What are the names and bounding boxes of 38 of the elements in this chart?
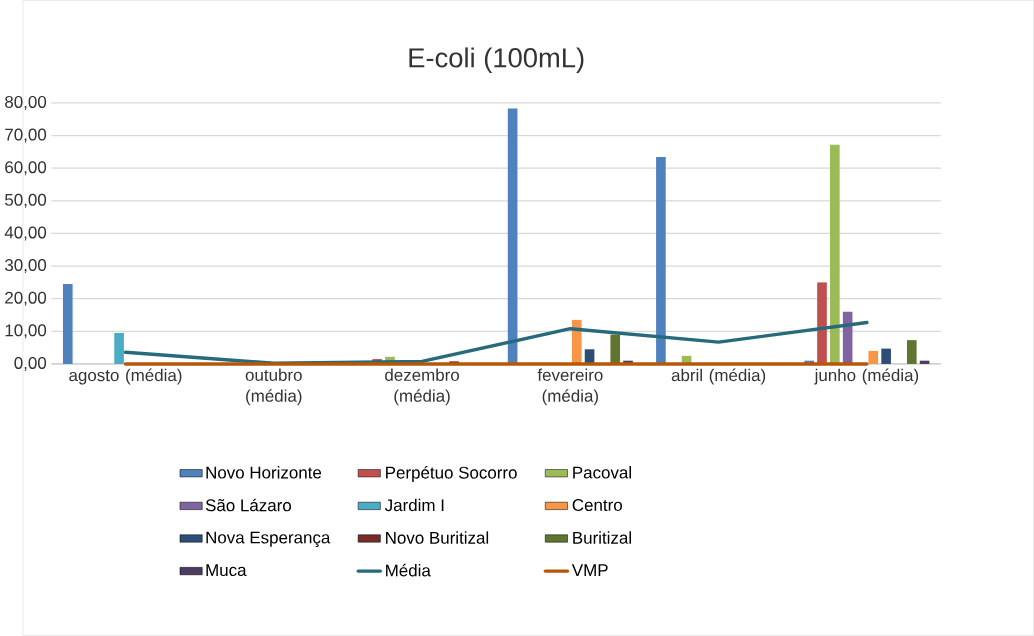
bar	[881, 348, 891, 364]
x-tick-label: junho (média)	[814, 368, 919, 385]
y-tick-label: 50,00	[5, 193, 47, 208]
bar	[610, 334, 621, 364]
legend-label: Buritizal	[573, 531, 631, 544]
bar	[906, 340, 917, 364]
y-tick-label: 80,00	[5, 95, 47, 110]
y-tick-label: 70,00	[5, 128, 47, 143]
x-tick-label: dezembro (média)	[385, 368, 460, 406]
legend-label: Jardim I	[384, 498, 444, 512]
bar	[62, 284, 73, 364]
bar	[114, 332, 124, 364]
x-tick-label: agosto (média)	[69, 368, 182, 385]
legend-label: Novo Horizonte	[206, 466, 322, 479]
y-tick-label: 20,00	[5, 291, 47, 306]
x-tick-label: abril (média)	[671, 368, 766, 385]
legend-label: Nova Esperança	[206, 531, 331, 547]
bar	[817, 282, 827, 364]
y-tick-label: 10,00	[5, 324, 47, 339]
legend-label: Muca	[206, 564, 247, 577]
y-tick-label: 30,00	[5, 259, 47, 274]
legend-label: Pacoval	[573, 466, 631, 479]
legend-label: Média	[386, 563, 431, 577]
legend-label: São Lázaro	[205, 498, 292, 512]
y-tick-label: 40,00	[4, 226, 47, 241]
bar	[830, 144, 840, 364]
bar	[868, 350, 879, 364]
bar	[656, 157, 666, 364]
legend-label: Novo Buritizal	[386, 531, 489, 544]
bar	[507, 108, 518, 364]
legend-label: Centro	[572, 499, 622, 512]
chart-title: E-coli (100mL)	[409, 47, 584, 73]
x-tick-label: fevereiro (média)	[537, 368, 603, 406]
legend-label: VMP	[571, 564, 608, 576]
legend-label: Perpétuo Socorro	[386, 466, 517, 482]
y-tick-label: 0,00	[14, 356, 47, 371]
x-tick-label: outubro (média)	[245, 368, 302, 406]
y-tick-label: 60,00	[5, 161, 47, 176]
